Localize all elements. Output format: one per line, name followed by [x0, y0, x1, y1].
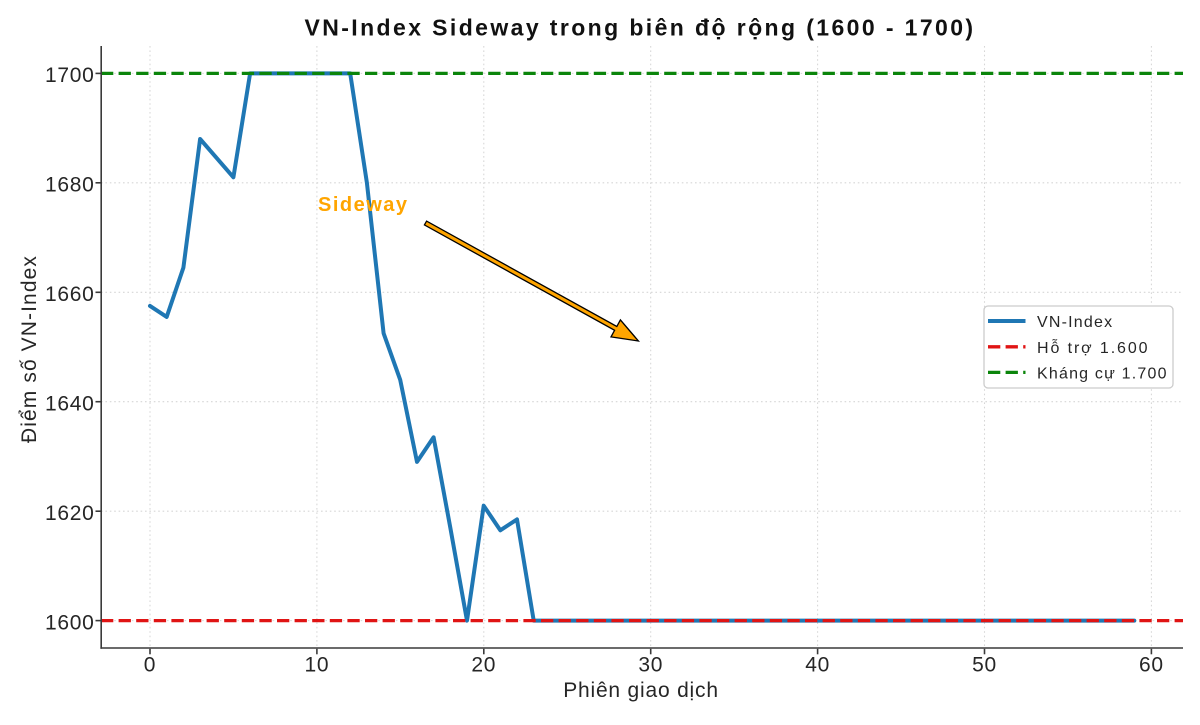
svg-text:Điểm số VN-Index: Điểm số VN-Index: [18, 255, 41, 443]
svg-text:40: 40: [805, 654, 830, 677]
svg-text:20: 20: [471, 654, 496, 677]
svg-text:Sideway: Sideway: [318, 194, 409, 216]
svg-text:VN-Index Sideway trong biên độ: VN-Index Sideway trong biên độ rộng (160…: [305, 14, 976, 40]
svg-text:Phiên giao dịch: Phiên giao dịch: [563, 679, 719, 702]
svg-text:30: 30: [638, 654, 663, 677]
svg-text:VN-Index: VN-Index: [1037, 314, 1113, 331]
svg-text:50: 50: [972, 654, 997, 677]
svg-text:Kháng cự 1.700: Kháng cự 1.700: [1037, 366, 1168, 383]
svg-text:60: 60: [1139, 654, 1164, 677]
svg-text:1680: 1680: [45, 174, 95, 197]
svg-text:1660: 1660: [45, 283, 95, 306]
svg-text:1620: 1620: [45, 502, 95, 525]
svg-text:1700: 1700: [45, 64, 95, 87]
svg-text:0: 0: [144, 654, 156, 677]
svg-text:10: 10: [305, 654, 330, 677]
svg-text:1600: 1600: [45, 611, 95, 634]
svg-text:Hỗ trợ 1.600: Hỗ trợ 1.600: [1037, 338, 1149, 357]
svg-text:1640: 1640: [45, 393, 95, 416]
